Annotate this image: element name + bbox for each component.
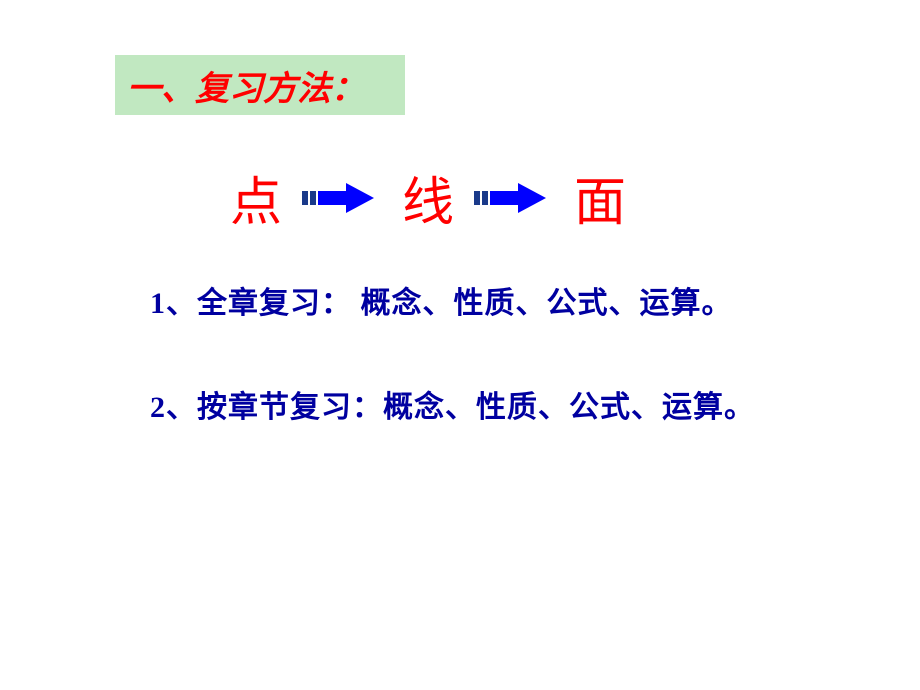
section-header-text: 一、复习方法： <box>127 61 365 110</box>
concept-diagram: 点 线 面 <box>230 160 626 235</box>
diagram-node-surface: 面 <box>574 160 626 235</box>
item-number: 1 <box>150 287 166 320</box>
item-number: 2 <box>150 391 166 424</box>
list-item: 1、全章复习： 概念、性质、公式、运算。 <box>150 278 733 322</box>
arrow-icon <box>302 178 382 218</box>
list-item: 2、按章节复习：概念、性质、公式、运算。 <box>150 382 755 426</box>
diagram-node-point: 点 <box>230 160 282 235</box>
diagram-node-line: 线 <box>402 160 454 235</box>
arrow-icon <box>474 178 554 218</box>
item-label: 、全章复习： 概念、性质、公式、运算。 <box>166 287 733 320</box>
section-header-box: 一、复习方法： <box>115 55 405 115</box>
item-label: 、按章节复习：概念、性质、公式、运算。 <box>166 391 755 424</box>
